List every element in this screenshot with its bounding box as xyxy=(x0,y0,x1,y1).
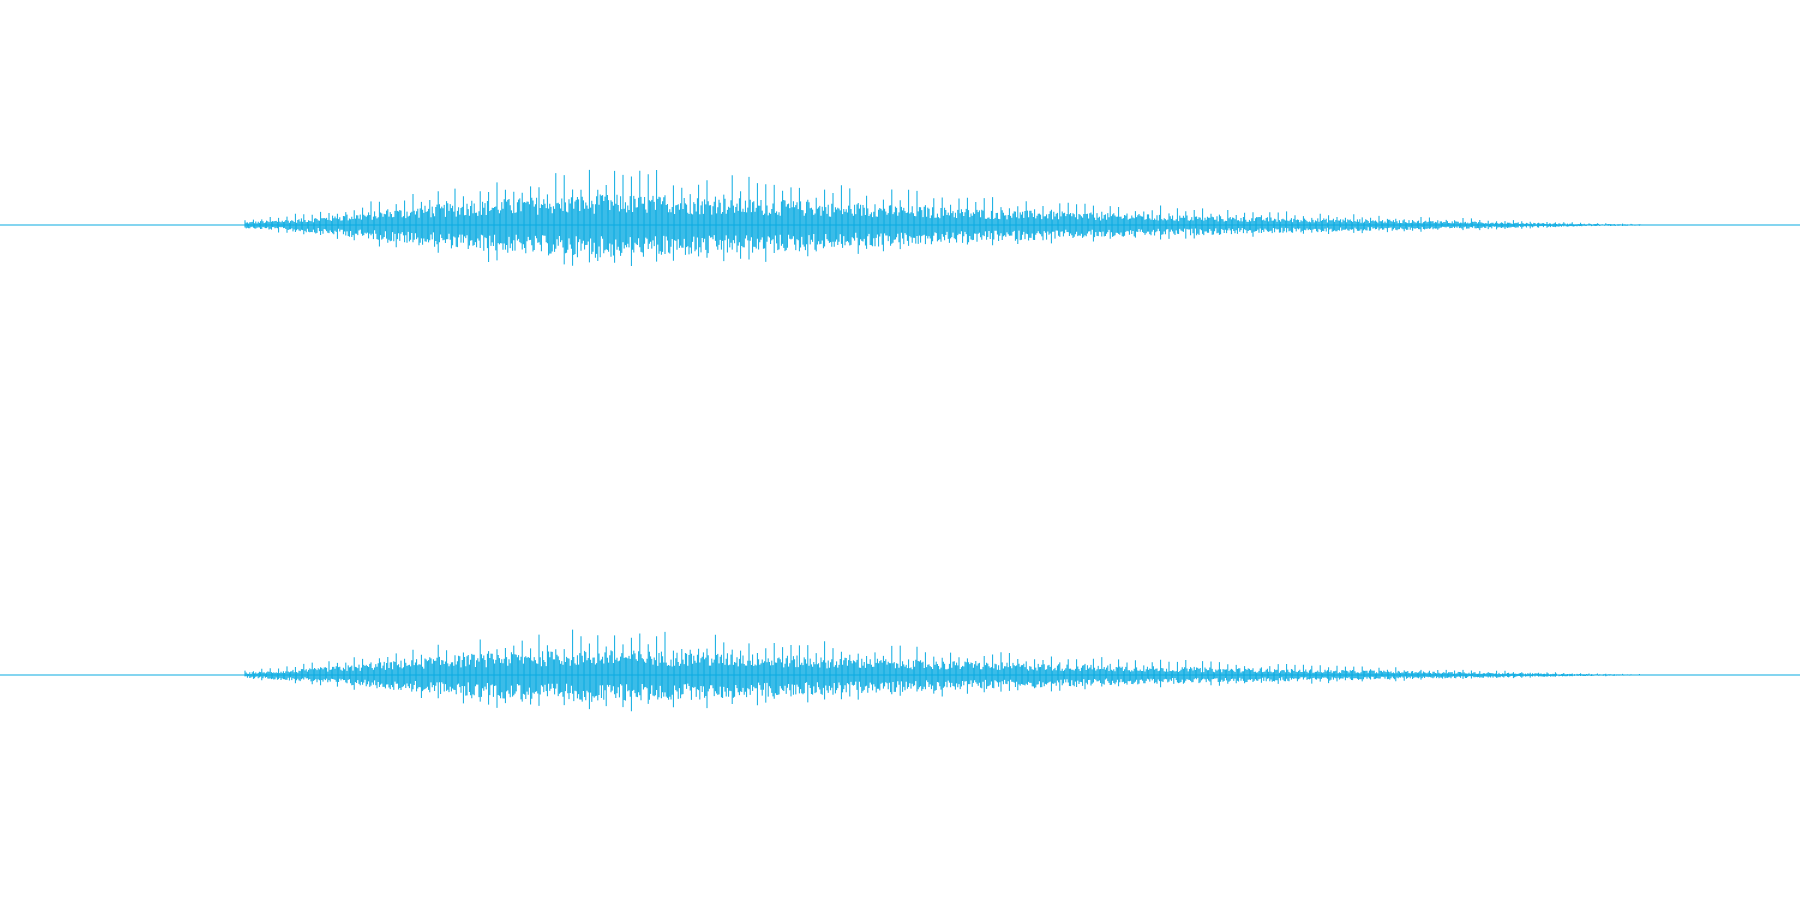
channel-1-signal xyxy=(244,169,1643,266)
channel-2-waveform xyxy=(0,629,1800,712)
channel-1-waveform xyxy=(0,169,1800,266)
channel-2-signal xyxy=(244,629,1643,712)
